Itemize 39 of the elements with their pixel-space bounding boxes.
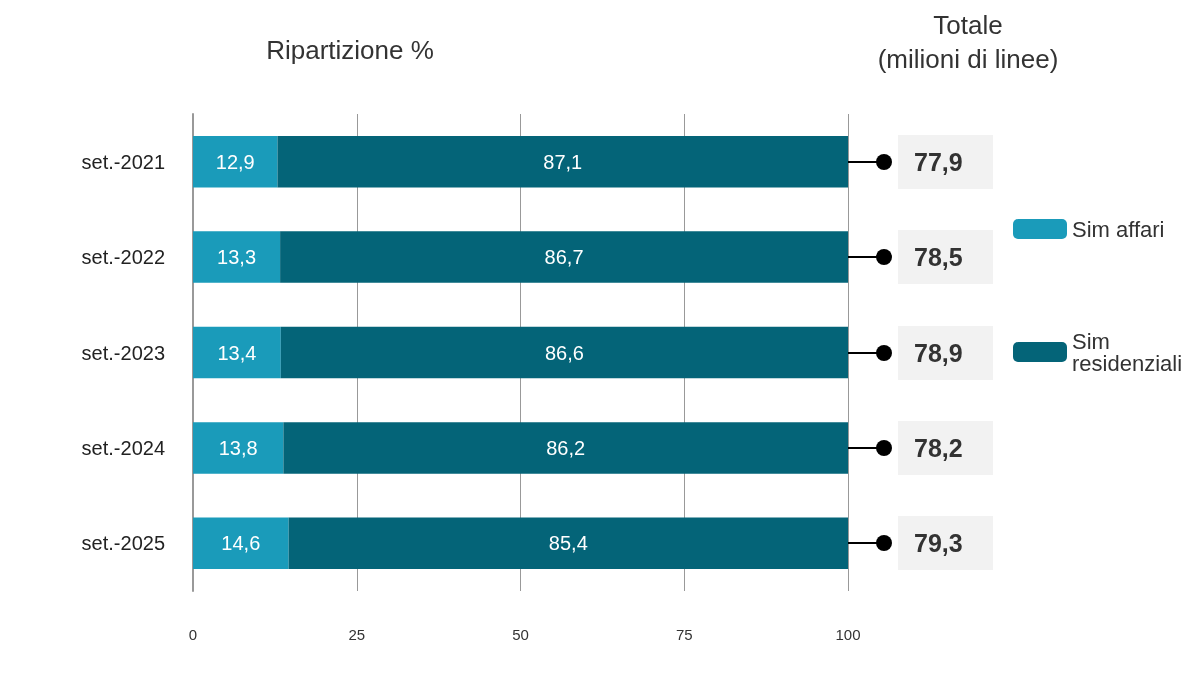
text: 78,5 bbox=[898, 230, 993, 285]
legend-label: Sim affari bbox=[1072, 216, 1165, 242]
bar bbox=[277, 135, 848, 188]
text: 77,9 bbox=[898, 134, 993, 189]
data-label: 14,6 bbox=[221, 532, 261, 555]
data-label: 87,1 bbox=[543, 150, 583, 173]
text: Totale (milioni di linee) bbox=[876, 9, 1060, 76]
text: 79,3 bbox=[898, 516, 993, 571]
bar bbox=[288, 517, 848, 570]
bar bbox=[280, 326, 848, 379]
y-tick-label: set.-2024 bbox=[81, 436, 165, 459]
bar bbox=[280, 231, 848, 283]
x-tick-label: 100 bbox=[835, 626, 861, 643]
data-label: 12,9 bbox=[215, 150, 255, 173]
x-tick-label: 75 bbox=[675, 626, 693, 643]
data-label: 86,2 bbox=[546, 436, 586, 459]
bar bbox=[193, 422, 284, 474]
text: 78,2 bbox=[898, 420, 993, 475]
data-label: 13,8 bbox=[218, 436, 258, 459]
bar bbox=[193, 517, 289, 570]
text: 78,9 bbox=[898, 325, 993, 380]
bar bbox=[193, 231, 281, 283]
bar bbox=[193, 326, 281, 379]
x-tick-label: 50 bbox=[512, 626, 529, 643]
y-tick-label: set.-2021 bbox=[81, 150, 165, 173]
bar bbox=[193, 135, 278, 188]
data-label: 86,6 bbox=[544, 341, 584, 364]
data-label: 13,3 bbox=[217, 246, 257, 269]
data-label: 13,4 bbox=[217, 341, 257, 364]
x-tick-label: 25 bbox=[348, 626, 366, 643]
x-tick-label: 0 bbox=[188, 626, 198, 643]
y-tick-label: set.-2023 bbox=[81, 341, 165, 364]
chart-title: Ripartizione % bbox=[266, 35, 434, 65]
bar bbox=[283, 422, 848, 474]
data-label: 86,7 bbox=[544, 246, 584, 269]
legend-label: Sim residenziali bbox=[1072, 328, 1183, 376]
data-label: 85,4 bbox=[548, 532, 588, 555]
y-tick-label: set.-2022 bbox=[81, 246, 165, 269]
y-tick-label: set.-2025 bbox=[81, 532, 165, 555]
